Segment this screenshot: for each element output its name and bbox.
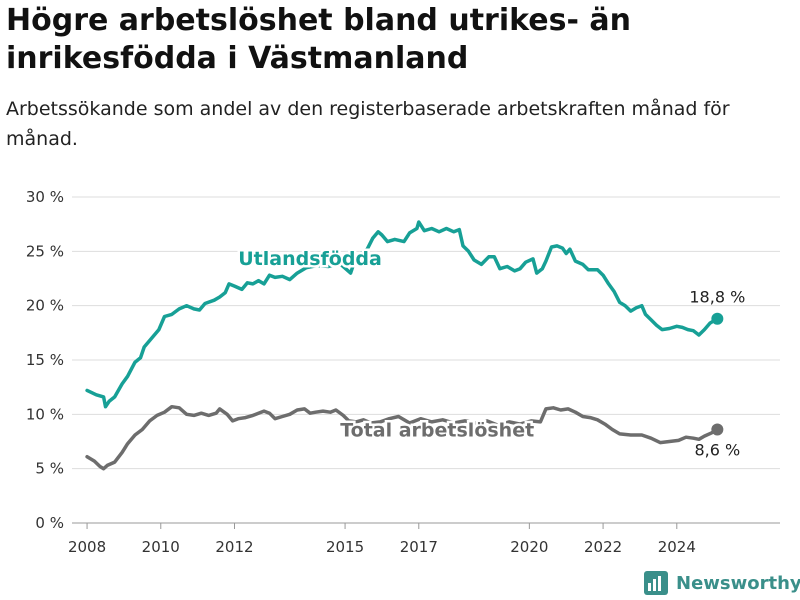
series-name-label: Utlandsfödda: [238, 248, 382, 270]
x-tick-label: 2017: [400, 538, 438, 556]
series-line-total: [85, 404, 720, 471]
y-tick-label: 0 %: [35, 514, 64, 532]
y-tick-label: 30 %: [26, 188, 64, 206]
end-point-marker: [711, 312, 724, 325]
y-tick-label: 15 %: [26, 351, 64, 369]
x-tick-label: 2012: [215, 538, 253, 556]
x-tick-label: 2015: [326, 538, 364, 556]
brand-name: Newsworthy: [676, 572, 800, 594]
chart-title: Högre arbetslöshet bland utrikes- än inr…: [6, 3, 631, 76]
bar-chart-icon: [644, 571, 668, 595]
x-tick-label: 2010: [142, 538, 180, 556]
y-tick-label: 20 %: [26, 297, 64, 315]
y-tick-label: 10 %: [26, 405, 64, 423]
chart-subtitle: Arbetssökande som andel av den registerb…: [6, 98, 730, 150]
y-tick-label: 5 %: [35, 460, 64, 478]
end-value-label: 18,8 %: [689, 288, 745, 307]
end-point-marker: [711, 423, 724, 436]
x-tick-label: 2024: [658, 538, 696, 556]
series-name-label: Total arbetslöshet: [340, 420, 534, 442]
series-line-utlandsfodda: [85, 220, 720, 409]
y-tick-label: 25 %: [26, 242, 64, 260]
x-tick-label: 2020: [510, 538, 548, 556]
x-tick-label: 2022: [584, 538, 622, 556]
x-tick-label: 2008: [68, 538, 106, 556]
newsworthy-logo: Newsworthy: [644, 566, 800, 600]
end-value-label: 8,6 %: [694, 441, 740, 460]
